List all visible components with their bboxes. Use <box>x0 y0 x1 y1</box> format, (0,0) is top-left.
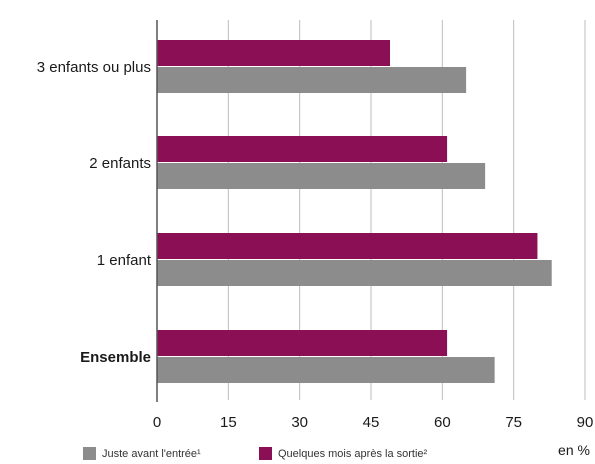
bar <box>157 260 552 286</box>
legend-swatch <box>83 447 96 460</box>
x-tick-label: 90 <box>577 414 594 431</box>
x-tick-label: 15 <box>220 414 237 431</box>
bar <box>157 136 448 162</box>
x-axis-ticks: 0 15 30 45 60 75 90 <box>153 414 594 431</box>
bar <box>157 233 538 259</box>
legend: Juste avant l'entrée¹ Quelques mois après… <box>83 447 428 460</box>
category-labels: 3 enfants ou plus 2 enfants 1 enfant Ensemb… <box>37 59 152 366</box>
legend-swatch <box>259 447 272 460</box>
x-tick-label: 0 <box>153 414 161 431</box>
x-axis-unit-label: en % <box>558 442 590 458</box>
bar <box>157 330 448 356</box>
category-label: Ensemble <box>80 349 151 366</box>
legend-label: Juste avant l'entrée¹ <box>102 448 201 460</box>
bars <box>157 40 552 383</box>
bar <box>157 163 486 189</box>
x-tick-label: 30 <box>291 414 308 431</box>
bar <box>157 357 495 383</box>
bar <box>157 40 391 66</box>
bar <box>157 67 467 93</box>
legend-label: Quelques mois après la sortie² <box>278 448 428 460</box>
category-label: 2 enfants <box>89 155 151 172</box>
category-label: 3 enfants ou plus <box>37 59 151 76</box>
category-label: 1 enfant <box>97 252 152 269</box>
x-tick-label: 60 <box>434 414 451 431</box>
x-tick-label: 45 <box>363 414 380 431</box>
x-tick-label: 75 <box>505 414 522 431</box>
